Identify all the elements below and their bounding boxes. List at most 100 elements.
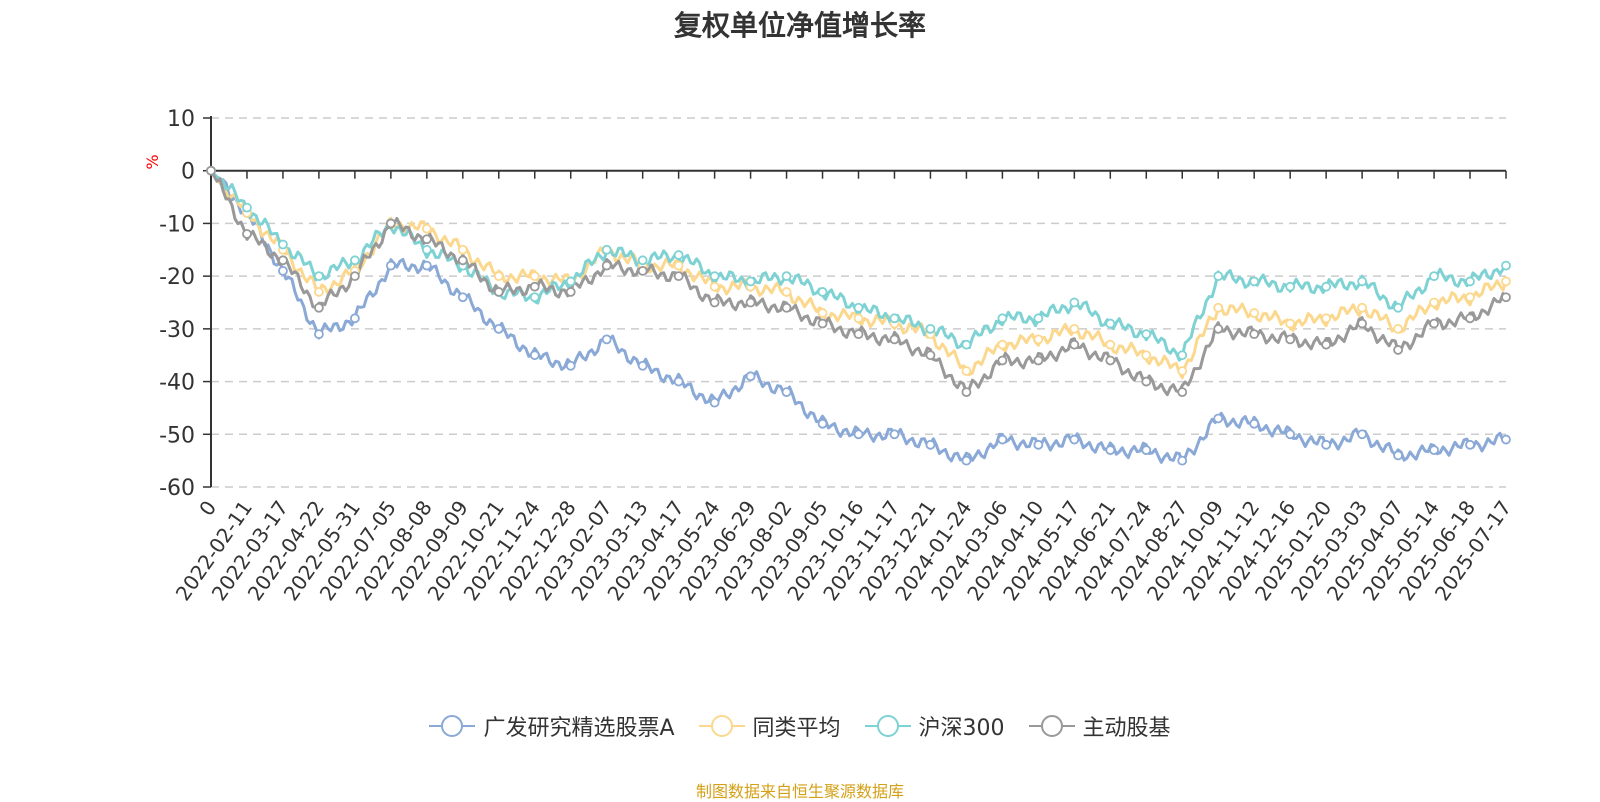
data-point: [1429, 318, 1439, 329]
data-point: [637, 360, 648, 371]
data-point: [421, 244, 432, 255]
legend-item[interactable]: 广发研究精选股票A: [429, 710, 675, 742]
data-point: [1285, 334, 1296, 345]
data-point: [745, 371, 756, 382]
data-point: [565, 287, 576, 297]
data-point: [673, 376, 684, 387]
data-point: [961, 366, 972, 376]
data-point: [278, 255, 288, 266]
data-point: [1501, 292, 1511, 303]
legend-item[interactable]: 沪深300: [864, 710, 1005, 742]
data-point: [1393, 345, 1403, 355]
data-point: [1033, 313, 1044, 324]
legend-swatch-icon: [429, 715, 476, 737]
y-tick-label: -30: [159, 318, 195, 343]
data-point: [493, 271, 504, 282]
data-point: [314, 302, 324, 313]
legend-swatch-icon: [1028, 715, 1075, 737]
data-point: [601, 334, 612, 345]
y-tick-label: -60: [159, 476, 195, 501]
legend-swatch-icon: [864, 715, 911, 737]
legend: 广发研究精选股票A 同类平均 沪深300 主动股基: [0, 710, 1600, 742]
data-point: [1321, 281, 1332, 292]
data-point: [1465, 276, 1475, 287]
data-point: [1033, 334, 1044, 345]
data-point: [601, 260, 612, 271]
y-tick-label: 10: [167, 107, 195, 132]
data-point: [314, 271, 324, 282]
data-point: [1429, 297, 1439, 308]
data-point: [1177, 455, 1188, 466]
y-tick-label: -10: [159, 212, 195, 237]
data-point: [1465, 313, 1475, 324]
data-point: [997, 355, 1008, 366]
data-point: [1105, 318, 1116, 329]
axes: 100-10-20-30-40-50-6002022-02-112022-03-…: [159, 107, 1516, 605]
legend-item[interactable]: 同类平均: [698, 710, 841, 742]
data-point: [1249, 276, 1260, 287]
data-point: [1429, 271, 1439, 282]
data-point: [529, 281, 540, 292]
data-point: [457, 255, 468, 266]
data-point: [1357, 318, 1368, 329]
data-point: [1321, 339, 1332, 350]
legend-label: 主动股基: [1082, 716, 1171, 741]
y-tick-label: -20: [159, 265, 195, 290]
data-point: [1105, 339, 1116, 350]
data-point: [1249, 329, 1260, 340]
data-point: [817, 308, 828, 318]
data-point: [1429, 445, 1439, 456]
data-point: [1213, 271, 1224, 282]
data-point: [1213, 413, 1224, 424]
data-point: [242, 202, 252, 213]
data-point: [1285, 429, 1296, 440]
data-point: [781, 287, 792, 297]
series-line: [209, 169, 1508, 397]
data-point: [781, 302, 792, 313]
data-point: [601, 244, 612, 255]
data-point: [421, 223, 432, 234]
data-point: [853, 302, 864, 313]
data-point: [1141, 329, 1152, 340]
data-point: [1141, 350, 1152, 361]
data-point: [925, 350, 936, 361]
data-point: [1177, 350, 1188, 361]
data-point: [278, 265, 288, 276]
line-chart: 100-10-20-30-40-50-6002022-02-112022-03-…: [143, 107, 1516, 605]
data-point: [673, 250, 684, 260]
chart-title: 复权单位净值增长率: [673, 9, 926, 42]
y-tick-label: 0: [181, 160, 195, 185]
source-note: 制图数据来自恒生聚源数据库: [695, 782, 904, 801]
data-point: [565, 276, 576, 287]
data-point: [349, 255, 360, 266]
data-point: [853, 313, 864, 324]
data-point: [925, 323, 936, 334]
data-point: [961, 387, 972, 398]
data-point: [1357, 276, 1368, 287]
data-point: [1501, 276, 1511, 287]
data-point: [529, 350, 540, 361]
data-point: [853, 429, 864, 440]
data-point: [1213, 323, 1224, 334]
data-point: [1465, 439, 1475, 450]
data-point: [781, 271, 792, 282]
data-point: [1393, 323, 1403, 334]
data-point: [997, 339, 1008, 350]
data-point: [493, 323, 504, 334]
y-axis-label: %: [143, 154, 162, 169]
data-point: [529, 292, 540, 303]
data-point: [709, 281, 720, 292]
data-point: [1069, 297, 1080, 308]
data-point: [637, 265, 648, 276]
data-point: [745, 276, 756, 287]
data-point: [961, 339, 972, 350]
legend-item[interactable]: 主动股基: [1028, 710, 1171, 742]
data-point: [745, 297, 756, 308]
data-point: [421, 234, 432, 245]
x-tick-label: 0: [194, 496, 221, 520]
data-point: [1249, 418, 1260, 429]
data-point: [817, 318, 828, 329]
data-point: [1105, 445, 1116, 456]
data-point: [1321, 439, 1332, 450]
data-point: [385, 260, 396, 271]
